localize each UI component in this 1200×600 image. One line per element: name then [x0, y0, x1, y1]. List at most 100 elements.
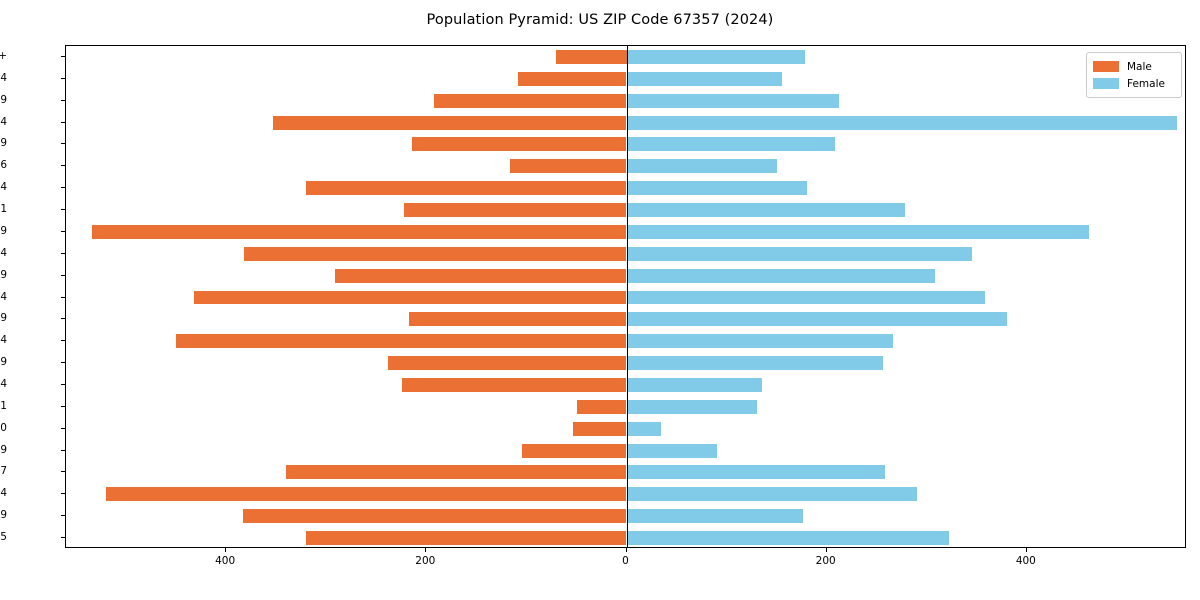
bar-male-22-24[interactable] — [402, 377, 627, 392]
bar-row — [66, 71, 1185, 86]
x-axis-label-2: 0 — [622, 555, 629, 567]
y-axis-tick-mark — [61, 274, 65, 276]
bar-male-10-14[interactable] — [106, 487, 627, 502]
bar-row — [66, 159, 1185, 174]
legend-entry-female[interactable]: Female — [1093, 75, 1175, 92]
bar-female-50-54[interactable] — [626, 246, 972, 261]
bar-row — [66, 246, 1185, 261]
bar-male-21[interactable] — [577, 399, 627, 414]
bar-row — [66, 181, 1185, 196]
y-axis-tick-mark — [61, 383, 65, 385]
y-axis-label-80-84: 80-84 — [0, 71, 7, 84]
chart-legend: Male Female — [1086, 52, 1182, 98]
bar-female-60-61[interactable] — [626, 203, 905, 217]
x-axis-tick-mark — [1025, 548, 1027, 552]
y-axis-label-67-69: 67-69 — [0, 137, 7, 150]
bar-row — [66, 377, 1185, 392]
y-axis-label-40-44: 40-44 — [0, 290, 7, 303]
bar-female-21[interactable] — [626, 399, 757, 414]
bar-female-67-69[interactable] — [626, 137, 835, 152]
bar-male-35-39[interactable] — [409, 312, 627, 327]
y-axis-tick-mark — [61, 537, 65, 539]
bar-row — [66, 399, 1185, 414]
bar-female-62-64[interactable] — [626, 181, 807, 196]
y-axis-tick-mark — [61, 55, 65, 57]
bar-female-85-[interactable] — [626, 49, 805, 64]
bar-male-50-54[interactable] — [244, 246, 627, 261]
bar-male-65-66[interactable] — [510, 159, 627, 174]
bar-female-15-17[interactable] — [626, 465, 885, 480]
bar-male-85-[interactable] — [556, 49, 627, 64]
bar-female-25-29[interactable] — [626, 356, 883, 371]
plot-area — [65, 45, 1186, 548]
bar-male-under-5[interactable] — [306, 531, 627, 546]
y-axis-label-5-9: 5-9 — [0, 509, 7, 522]
y-axis-tick-mark — [61, 340, 65, 342]
bar-male-20[interactable] — [573, 421, 627, 436]
y-axis-tick-mark — [61, 405, 65, 407]
y-axis-label-70-74: 70-74 — [0, 115, 7, 128]
bar-male-30-34[interactable] — [176, 334, 627, 349]
bar-row — [66, 268, 1185, 283]
y-axis-tick-mark — [61, 77, 65, 79]
y-axis-tick-mark — [61, 515, 65, 517]
x-axis-label-4: 400 — [1015, 555, 1036, 567]
legend-swatch-male — [1093, 61, 1119, 72]
zero-axis-line — [626, 46, 628, 547]
y-axis-label-10-14: 10-14 — [0, 487, 7, 500]
y-axis-tick-mark — [61, 165, 65, 167]
bar-female-45-49[interactable] — [626, 268, 935, 283]
x-axis-label-3: 200 — [815, 555, 836, 567]
bar-female-under-5[interactable] — [626, 531, 949, 546]
bar-female-5-9[interactable] — [626, 509, 803, 524]
y-axis-tick-mark — [61, 493, 65, 495]
legend-label-male: Male — [1127, 60, 1152, 73]
bar-female-30-34[interactable] — [626, 334, 893, 349]
bar-female-18-19[interactable] — [626, 443, 717, 458]
bar-male-18-19[interactable] — [522, 443, 627, 458]
bar-male-40-44[interactable] — [194, 290, 627, 305]
chart-title: Population Pyramid: US ZIP Code 67357 (2… — [426, 12, 774, 28]
y-axis-tick-mark — [61, 362, 65, 364]
bar-male-5-9[interactable] — [243, 509, 627, 524]
bar-female-75-79[interactable] — [626, 93, 839, 108]
bar-female-10-14[interactable] — [626, 487, 917, 502]
bar-female-65-66[interactable] — [626, 159, 777, 174]
bar-male-15-17[interactable] — [286, 465, 627, 480]
y-axis-label-30-34: 30-34 — [0, 334, 7, 347]
bar-row — [66, 312, 1185, 327]
bar-female-40-44[interactable] — [626, 290, 985, 305]
bar-male-25-29[interactable] — [388, 356, 627, 371]
bar-row — [66, 334, 1185, 349]
y-axis-label-22-24: 22-24 — [0, 377, 7, 390]
y-axis-tick-mark — [61, 318, 65, 320]
bar-row — [66, 93, 1185, 108]
bar-male-75-79[interactable] — [434, 93, 627, 108]
bar-male-55-59[interactable] — [92, 224, 627, 239]
y-axis-tick-mark — [61, 143, 65, 145]
bar-male-67-69[interactable] — [412, 137, 627, 152]
bar-female-20[interactable] — [626, 421, 661, 436]
bar-male-62-64[interactable] — [306, 181, 627, 196]
bar-male-70-74[interactable] — [273, 115, 627, 130]
y-axis-label-15-17: 15-17 — [0, 465, 7, 478]
bar-male-45-49[interactable] — [335, 268, 627, 283]
y-axis-tick-mark — [61, 121, 65, 123]
y-axis-label-50-54: 50-54 — [0, 246, 7, 259]
bar-female-80-84[interactable] — [626, 71, 782, 86]
y-axis-tick-mark — [61, 187, 65, 189]
bar-female-55-59[interactable] — [626, 224, 1089, 239]
y-axis-label-under-5: Under 5 — [0, 531, 7, 544]
bar-female-22-24[interactable] — [626, 377, 762, 392]
bar-male-80-84[interactable] — [518, 71, 627, 86]
bar-row — [66, 137, 1185, 152]
bar-male-60-61[interactable] — [404, 203, 627, 217]
legend-entry-male[interactable]: Male — [1093, 58, 1175, 75]
bar-row — [66, 356, 1185, 371]
bar-row — [66, 487, 1185, 502]
bar-female-35-39[interactable] — [626, 312, 1007, 327]
bar-female-70-74[interactable] — [626, 115, 1177, 130]
y-axis-label-18-19: 18-19 — [0, 443, 7, 456]
y-axis-label-62-64: 62-64 — [0, 181, 7, 194]
